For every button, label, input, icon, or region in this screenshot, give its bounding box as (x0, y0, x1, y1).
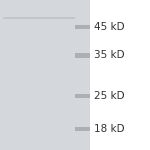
Text: 25 kD: 25 kD (94, 91, 125, 101)
Text: 18 kD: 18 kD (94, 124, 125, 134)
Bar (75, 25, 90, 29)
Bar (3, 18, 75, 19)
Bar (0, 0, 90, 150)
Bar (3, 17, 75, 18)
Text: 45 kD: 45 kD (94, 22, 125, 32)
Bar (75, 53, 90, 58)
Text: 35 kD: 35 kD (94, 51, 125, 60)
Bar (75, 127, 90, 131)
Bar (75, 94, 90, 98)
